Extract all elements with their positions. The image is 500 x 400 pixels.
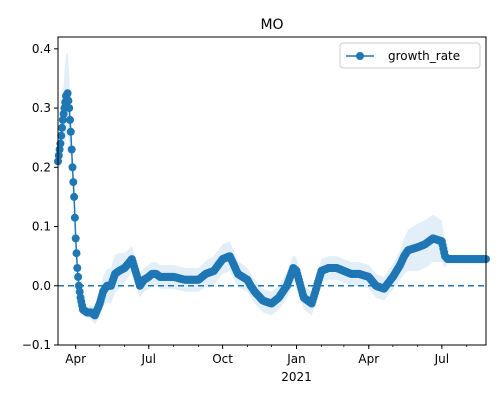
legend: growth_rate (339, 42, 481, 69)
data-point (69, 178, 78, 187)
y-tick-label: 0.1 (32, 220, 51, 234)
legend-marker-sample (356, 52, 364, 60)
plot-area (54, 51, 490, 325)
data-point (66, 127, 75, 136)
x-tick-label: Apr (65, 352, 86, 366)
y-tick-label: 0.3 (32, 101, 51, 115)
y-axis: −0.1 0.0 0.1 0.2 0.3 0.4 (22, 42, 58, 352)
data-point (70, 192, 79, 201)
x-tick-label: Oct (212, 352, 233, 366)
data-point (57, 131, 66, 140)
data-point (71, 234, 80, 243)
data-point (72, 249, 81, 258)
y-tick-label: 0.0 (32, 279, 51, 293)
growth-rate-markers (54, 89, 490, 320)
data-point (59, 110, 68, 118)
axes-frame (57, 36, 487, 346)
data-point (67, 145, 76, 154)
data-point (63, 89, 72, 98)
legend-box (339, 42, 481, 69)
data-point (58, 115, 67, 124)
data-point (74, 272, 83, 281)
x-tick-label: Jan (286, 352, 306, 366)
y-tick-label: −0.1 (22, 338, 51, 352)
x-tick-label: Apr (358, 352, 379, 366)
data-point (65, 104, 74, 113)
x-tick-label: Jul (434, 352, 449, 366)
data-point (66, 115, 74, 124)
y-tick-label: 0.2 (32, 160, 51, 174)
data-point (54, 151, 63, 160)
legend-label: growth_rate (388, 49, 460, 63)
chart-title: MO (260, 17, 283, 33)
data-point (68, 163, 77, 172)
data-point (73, 264, 82, 272)
data-point (70, 213, 79, 222)
data-point (74, 281, 83, 290)
y-tick-label: 0.4 (32, 42, 51, 56)
data-point (75, 287, 84, 296)
data-point (64, 96, 73, 105)
x-tick-year-label: 2021 (281, 370, 312, 384)
x-tick-label: Jul (140, 352, 155, 366)
confidence-band (58, 51, 486, 325)
data-point (58, 123, 66, 132)
x-axis: Apr Jul Oct Jan 2021 Apr Jul (65, 345, 468, 384)
